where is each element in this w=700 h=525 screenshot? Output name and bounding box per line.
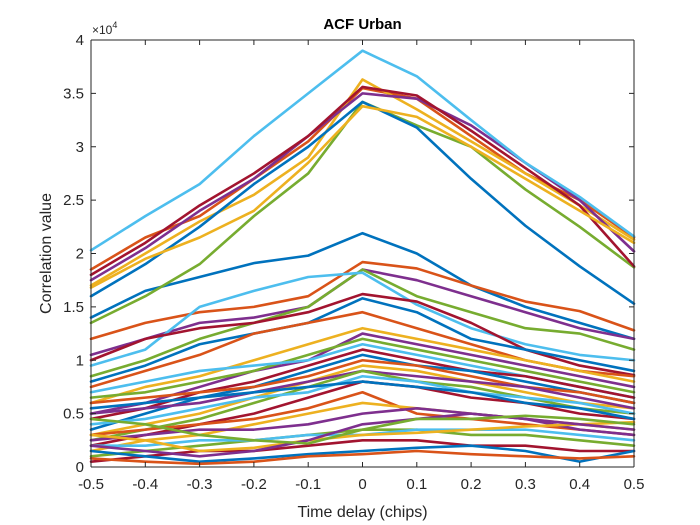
series-line-26	[89, 369, 636, 442]
y-tick-label: 2	[76, 246, 84, 263]
y-exponent-base: ×10	[92, 23, 113, 37]
series-line-19	[89, 337, 636, 399]
y-tick-label: 3	[76, 139, 84, 156]
series-line-18	[89, 332, 636, 415]
y-axis-label: Correlation value	[38, 193, 55, 314]
y-tick-label: 4	[76, 32, 84, 49]
ticks-layer: -0.5 -0.4 -0.3 -0.2 -0.1 0 0.1 0.2 0.3 0.4 0.5 0 0.5…	[63, 32, 644, 493]
series-layer	[89, 49, 636, 466]
y-tick-label: 1.5	[63, 299, 84, 316]
series-line-29	[89, 380, 636, 421]
series-line-35	[89, 439, 636, 463]
x-tick-label: 0.5	[624, 476, 645, 493]
y-exponent-power: 4	[112, 20, 117, 30]
series-line-22	[89, 353, 636, 431]
y-tick-label: 3.5	[63, 85, 84, 102]
x-axis-label: Time delay (chips)	[297, 504, 427, 521]
x-tick-label: 0.1	[406, 476, 427, 493]
series-line-38	[89, 420, 636, 453]
y-tick-label: 2.5	[63, 192, 84, 209]
series-line-27	[89, 374, 636, 426]
y-tick-label: 0.5	[63, 406, 84, 423]
y-tick-label: 0	[76, 459, 84, 476]
y-tick-label: 1	[76, 352, 84, 369]
x-tick-label: -0.5	[78, 476, 104, 493]
series-line-12	[89, 268, 636, 378]
series-line-15	[89, 297, 636, 383]
x-tick-label: -0.2	[241, 476, 267, 493]
series-line-36	[89, 444, 636, 463]
x-tick-label: -0.4	[132, 476, 158, 493]
series-line-40	[89, 414, 636, 445]
series-line-23	[89, 358, 636, 405]
series-line-14	[89, 292, 636, 377]
series-line-39	[89, 412, 636, 458]
series-line-13	[89, 271, 636, 367]
x-tick-label: 0	[358, 476, 366, 493]
x-tick-label: -0.1	[295, 476, 321, 493]
series-line-1	[89, 231, 636, 341]
chart-title: ACF Urban	[323, 16, 401, 33]
series-line-7	[89, 85, 636, 277]
series-line-21	[89, 348, 636, 421]
series-line-24	[89, 364, 636, 437]
series-line-37	[89, 449, 636, 466]
series-line-10	[89, 104, 636, 289]
x-tick-label: 0.4	[569, 476, 590, 493]
y-axis-exponent: ×104	[92, 20, 117, 37]
x-tick-label: 0.3	[515, 476, 536, 493]
series-line-6	[89, 49, 636, 252]
x-tick-label: -0.3	[187, 476, 213, 493]
series-line-8	[89, 100, 636, 305]
series-line-17	[89, 326, 636, 405]
x-tick-label: 0.2	[461, 476, 482, 493]
series-line-3	[89, 78, 636, 287]
series-line-9	[89, 260, 636, 341]
